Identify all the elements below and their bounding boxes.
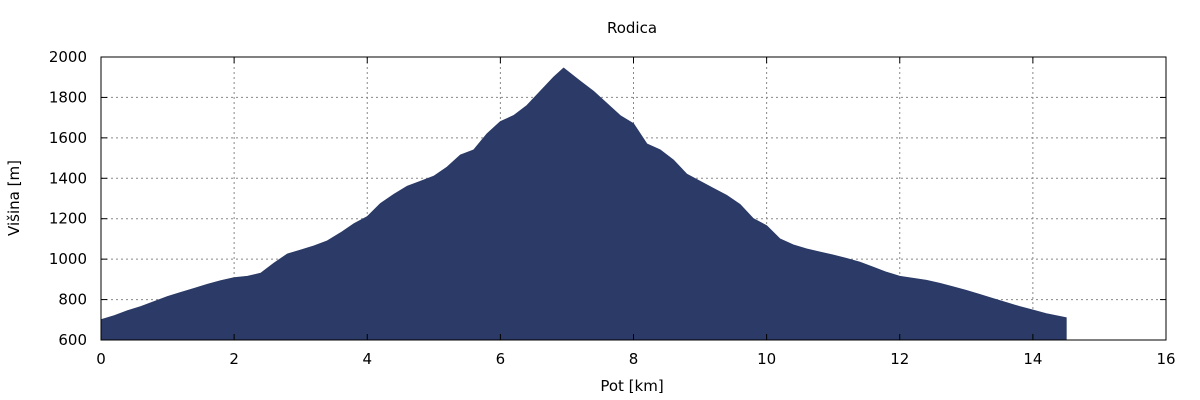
x-tick-label: 16	[1156, 350, 1175, 368]
y-tick-labels: 600 800 1000 1200 1400 1600 1800 2000	[49, 48, 87, 349]
y-tick-label: 1000	[49, 250, 87, 268]
y-axis-label: Višina [m]	[5, 160, 23, 236]
y-tick-label: 1400	[49, 169, 87, 187]
y-tick-label: 1200	[49, 210, 87, 228]
x-tick-label: 10	[757, 350, 776, 368]
x-tick-label: 0	[96, 350, 106, 368]
x-tick-labels: 0 2 4 6 8 10 12 14 16	[96, 350, 1175, 368]
x-axis-label: Pot [km]	[600, 377, 663, 395]
y-tick-label: 1600	[49, 129, 87, 147]
x-tick-label: 8	[629, 350, 639, 368]
y-tick-label: 1800	[49, 88, 87, 106]
y-tick-label: 600	[58, 331, 87, 349]
x-tick-label: 14	[1023, 350, 1042, 368]
y-tick-label: 800	[58, 291, 87, 309]
x-tick-label: 2	[229, 350, 239, 368]
x-tick-label: 6	[496, 350, 506, 368]
chart-title: Rodica	[607, 19, 657, 37]
axis-ticks	[100, 56, 1167, 341]
x-tick-label: 12	[890, 350, 909, 368]
elevation-area	[100, 67, 1067, 341]
x-tick-label: 4	[362, 350, 372, 368]
y-tick-label: 2000	[49, 48, 87, 66]
